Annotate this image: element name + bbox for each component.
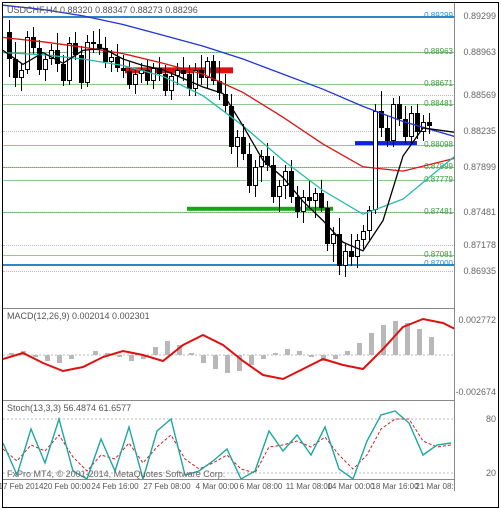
price-panel[interactable]: USDCHF,H4 0.88320 0.88347 0.88273 0.8829… bbox=[3, 3, 455, 309]
y-axis-price: 0.892990.889630.885690.882350.878990.874… bbox=[454, 3, 498, 309]
macd-title: MACD(12,26,9) 0.002014 0.002301 bbox=[7, 311, 150, 321]
ohlc-c: 0.88296 bbox=[165, 5, 198, 15]
stoch-panel[interactable]: Stoch(13,3,3) 56.4874 61.6577 FxPro MT4,… bbox=[3, 401, 455, 491]
stoch-title: Stoch(13,3,3) 56.4874 61.6577 bbox=[7, 403, 131, 413]
chart-title: USDCHF,H4 0.88320 0.88347 0.88273 0.8829… bbox=[7, 5, 198, 15]
y-axis-macd: 0.002772-0.002674 bbox=[454, 309, 498, 401]
ohlc-h: 0.88347 bbox=[95, 5, 128, 15]
symbol: USDCHF,H4 bbox=[7, 5, 58, 15]
ohlc-l: 0.88273 bbox=[130, 5, 163, 15]
chart-container: USDCHF,H4 0.88320 0.88347 0.88273 0.8829… bbox=[2, 2, 499, 508]
x-axis: 17 Feb 201420 Feb 00:0024 Feb 16:0027 Fe… bbox=[3, 479, 455, 491]
ma-layer bbox=[3, 3, 455, 309]
copyright: FxPro MT4, © 2001-2014, MetaQuotes Softw… bbox=[7, 469, 225, 479]
macd-panel[interactable]: MACD(12,26,9) 0.002014 0.002301 bbox=[3, 309, 455, 401]
macd-plot bbox=[3, 309, 455, 401]
y-axis-stoch: 8020 bbox=[454, 401, 498, 491]
ohlc-o: 0.88320 bbox=[60, 5, 93, 15]
